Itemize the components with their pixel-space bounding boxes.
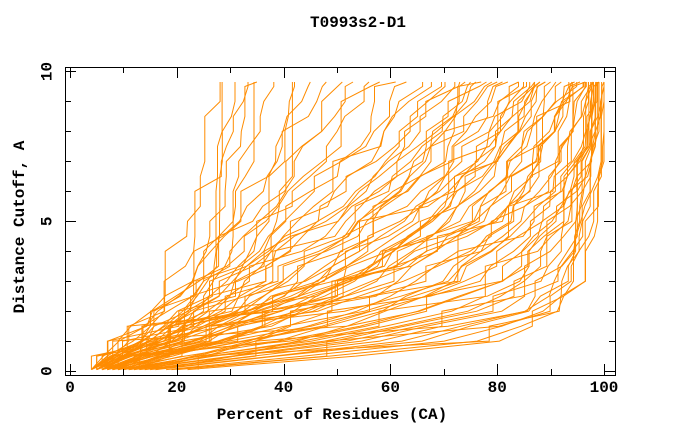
model-curve: [107, 82, 524, 371]
model-curve: [96, 81, 258, 371]
model-curve: [91, 81, 354, 370]
model-curve: [96, 81, 487, 370]
y-tick-label: 10: [39, 62, 57, 81]
model-curve: [112, 82, 594, 371]
model-curve: [101, 81, 343, 371]
model-curve: [107, 82, 255, 371]
model-curve: [112, 81, 466, 371]
x-axis-label: Percent of Residues (CA): [216, 406, 448, 424]
model-curve: [123, 82, 295, 371]
model-curve: [96, 82, 585, 371]
model-curve: [101, 81, 482, 371]
x-tick-label: 100: [590, 379, 619, 397]
model-curve: [133, 82, 293, 371]
model-curve: [171, 82, 605, 371]
y-tick-label: 5: [39, 216, 57, 226]
model-curve: [112, 81, 471, 371]
model-curve: [117, 81, 546, 371]
x-tick-label: 80: [488, 379, 507, 397]
model-curve: [197, 82, 605, 370]
model-curve: [144, 81, 557, 371]
model-curve: [101, 81, 396, 371]
model-curve: [128, 81, 594, 371]
model-curve: [123, 82, 599, 371]
model-curve: [133, 81, 551, 371]
model-curve: [101, 82, 592, 371]
model-curve: [96, 82, 442, 371]
model-curve: [128, 82, 573, 371]
model-curve: [91, 81, 327, 370]
model-curve: [91, 81, 407, 371]
model-curve: [123, 82, 527, 371]
x-tick-label: 0: [65, 379, 75, 397]
model-curve: [101, 82, 456, 371]
x-tick-label: 40: [274, 379, 293, 397]
axes: [65, 67, 616, 376]
model-curve: [123, 81, 562, 371]
model-curve: [117, 82, 236, 371]
model-curve: [112, 82, 589, 371]
y-tick-label: 0: [39, 366, 57, 376]
model-curve: [96, 81, 581, 371]
model-curve: [96, 82, 432, 371]
x-tick-label: 20: [167, 379, 186, 397]
model-curve: [96, 81, 370, 371]
model-curve: [106, 82, 424, 370]
model-curve: [123, 82, 597, 371]
model-curve: [155, 82, 570, 371]
model-curve: [96, 81, 498, 371]
model-curve: [96, 81, 311, 370]
model-curve: [138, 82, 578, 370]
model-curve: [123, 81, 503, 371]
model-curve: [91, 82, 249, 371]
x-tick-label: 60: [381, 379, 400, 397]
model-curve: [128, 81, 598, 371]
model-curve: [112, 81, 541, 371]
model-curve: [96, 82, 221, 371]
tick-labels: 0 20 40 60 80 100 0 5 10: [39, 62, 619, 397]
model-curve: [107, 82, 593, 371]
model-curve: [150, 82, 603, 371]
model-curves: [90, 81, 605, 371]
model-curve: [101, 81, 509, 371]
model-curve: [133, 81, 536, 370]
chart-title: T0993s2-D1: [309, 14, 407, 32]
y-axis-label: Distance Cutoff, A: [11, 140, 29, 314]
